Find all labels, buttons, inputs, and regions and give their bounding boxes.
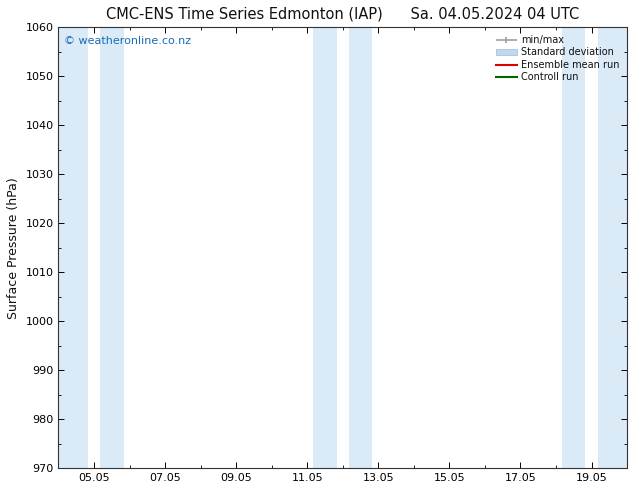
Bar: [598, 27, 627, 468]
Title: CMC-ENS Time Series Edmonton (IAP)      Sa. 04.05.2024 04 UTC: CMC-ENS Time Series Edmonton (IAP) Sa. 0…: [106, 7, 579, 22]
Bar: [349, 27, 372, 468]
Bar: [562, 27, 585, 468]
Bar: [58, 27, 88, 468]
Bar: [100, 27, 124, 468]
Text: © weatheronline.co.nz: © weatheronline.co.nz: [64, 36, 191, 46]
Legend: min/max, Standard deviation, Ensemble mean run, Controll run: min/max, Standard deviation, Ensemble me…: [493, 32, 622, 85]
Y-axis label: Surface Pressure (hPa): Surface Pressure (hPa): [7, 177, 20, 318]
Bar: [313, 27, 337, 468]
